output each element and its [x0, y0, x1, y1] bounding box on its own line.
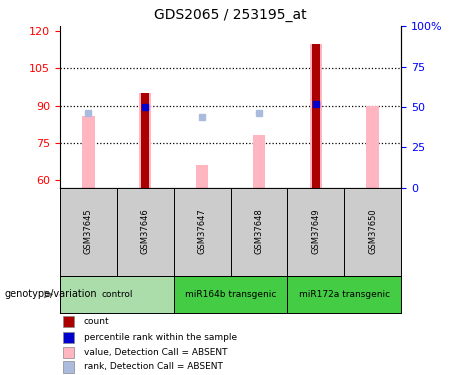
- Bar: [141, 93, 149, 188]
- Bar: [287, 276, 401, 313]
- Bar: [82, 116, 95, 188]
- Bar: [60, 276, 174, 313]
- Bar: [312, 44, 320, 188]
- Bar: [63, 346, 74, 358]
- Text: percentile rank within the sample: percentile rank within the sample: [84, 333, 237, 342]
- Bar: [196, 165, 208, 188]
- Text: value, Detection Call = ABSENT: value, Detection Call = ABSENT: [84, 348, 227, 357]
- Text: count: count: [84, 316, 109, 326]
- Text: GSM37645: GSM37645: [84, 209, 93, 254]
- Text: miR164b transgenic: miR164b transgenic: [185, 290, 276, 299]
- Bar: [63, 316, 74, 327]
- Title: GDS2065 / 253195_at: GDS2065 / 253195_at: [154, 9, 307, 22]
- Text: genotype/variation: genotype/variation: [5, 290, 97, 299]
- Bar: [253, 135, 265, 188]
- Bar: [63, 362, 74, 372]
- Bar: [63, 332, 74, 343]
- Bar: [366, 106, 379, 188]
- Text: GSM37649: GSM37649: [311, 209, 320, 254]
- Text: miR172a transgenic: miR172a transgenic: [299, 290, 390, 299]
- Text: GSM37646: GSM37646: [141, 209, 150, 254]
- Bar: [174, 276, 287, 313]
- Text: control: control: [101, 290, 132, 299]
- Text: GSM37650: GSM37650: [368, 209, 377, 254]
- Text: rank, Detection Call = ABSENT: rank, Detection Call = ABSENT: [84, 363, 223, 372]
- Text: GSM37647: GSM37647: [198, 209, 207, 254]
- Text: GSM37648: GSM37648: [254, 209, 263, 254]
- Bar: [139, 93, 152, 188]
- Bar: [309, 44, 322, 188]
